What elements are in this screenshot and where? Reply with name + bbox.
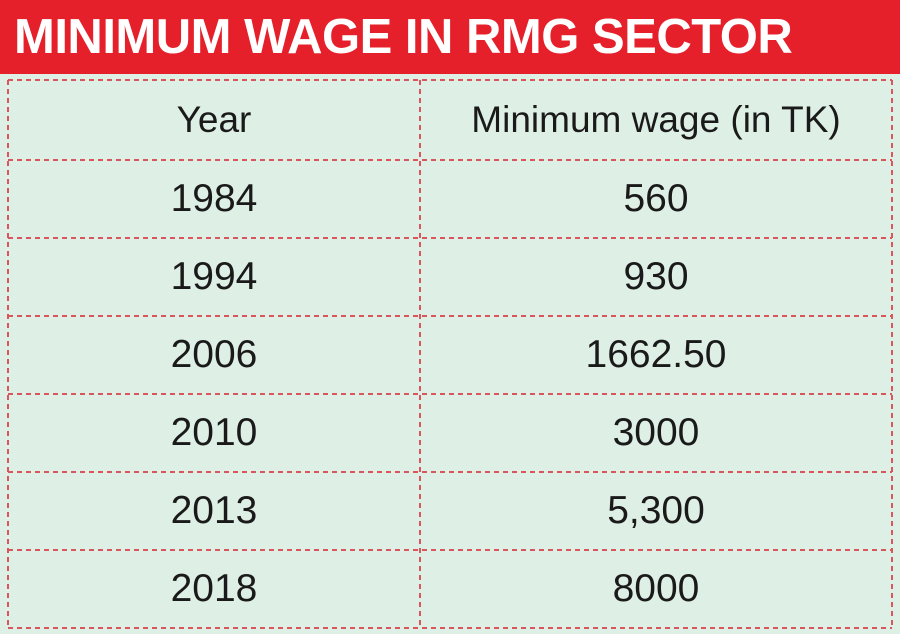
cell-wage: 8000 <box>612 567 700 610</box>
header-year: Year <box>176 99 252 140</box>
table-grid <box>7 79 893 629</box>
title-bar: MINIMUM WAGE IN RMG SECTOR <box>0 0 900 74</box>
cell-year: 2018 <box>170 567 258 610</box>
cell-year: 2013 <box>170 489 258 532</box>
cell-year: 1994 <box>170 255 258 298</box>
cell-year: 1984 <box>170 177 258 220</box>
cell-wage: 1662.50 <box>585 333 727 376</box>
cell-wage: 930 <box>623 255 689 298</box>
cell-wage: 3000 <box>612 411 700 454</box>
header-minimum-wage: Minimum wage (in TK) <box>471 99 841 140</box>
table-title: MINIMUM WAGE IN RMG SECTOR <box>14 10 793 64</box>
wage-table: Year Minimum wage (in TK) 1984 560 1994 930 20… <box>0 74 900 634</box>
cell-wage: 5,300 <box>607 489 705 532</box>
cell-year: 2006 <box>170 333 258 376</box>
cell-year: 2010 <box>170 411 258 454</box>
cell-wage: 560 <box>623 177 689 220</box>
